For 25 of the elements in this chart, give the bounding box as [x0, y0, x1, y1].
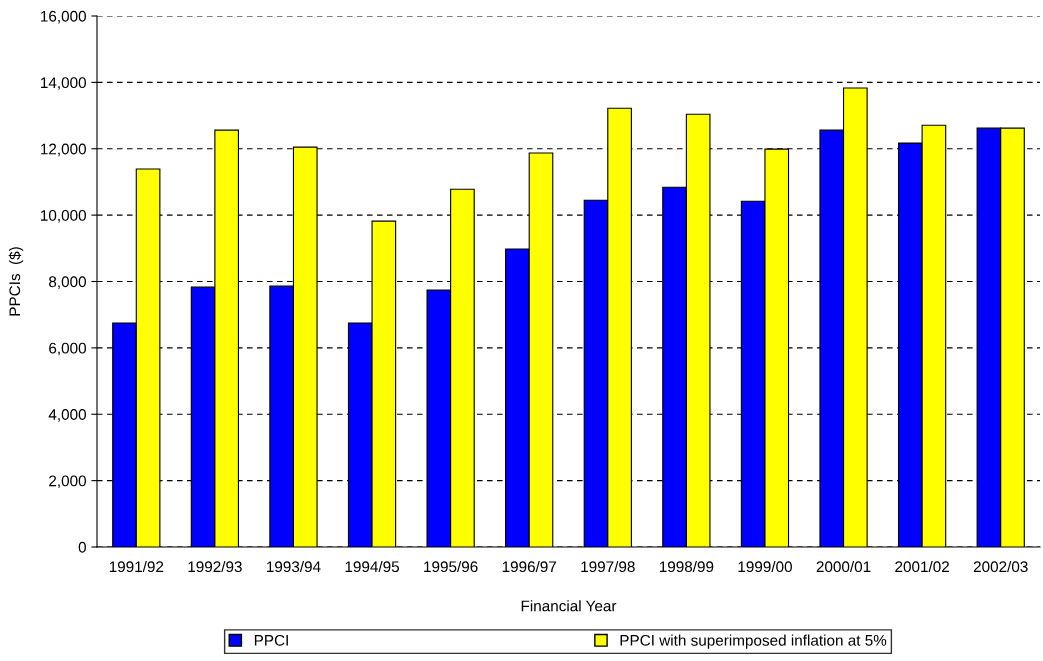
- y-tick-label: 14,000: [41, 77, 86, 90]
- y-tick-label: 10,000: [41, 209, 86, 223]
- y-tick-label: 16,000: [41, 10, 86, 24]
- x-tick-label: 2000/01: [816, 560, 871, 573]
- y-tick-label: 2,000: [49, 475, 86, 489]
- y-tick-label: 8,000: [49, 276, 86, 289]
- x-tick-label: 1996/97: [502, 560, 557, 573]
- y-tick-label: 4,000: [48, 409, 86, 422]
- x-tick-label: 1993/94: [267, 560, 321, 573]
- y-tick-label: 12,000: [41, 143, 86, 157]
- x-tick-label: 1997/98: [581, 560, 635, 573]
- x-axis-title: Financial Year: [521, 600, 617, 612]
- x-tick-label: 1991/92: [109, 560, 164, 573]
- x-tick-label: 1992/93: [188, 560, 242, 573]
- legend-label: PPCI: [254, 634, 288, 646]
- x-tick-label: 2001/02: [895, 560, 949, 573]
- x-tick-label: 2002/03: [973, 560, 1028, 573]
- x-tick-label: 1995/96: [424, 560, 478, 573]
- x-tick-label: 1998/99: [659, 560, 714, 573]
- x-tick-label: 1994/95: [345, 560, 400, 573]
- y-axis-title: PPCIs ($): [8, 247, 24, 316]
- y-tick-label: 0: [78, 541, 86, 553]
- x-tick-label: 1999/00: [738, 560, 792, 573]
- y-tick-label: 6,000: [49, 342, 86, 356]
- legend-label: PPCI with superimposed inflation at 5%: [620, 634, 887, 649]
